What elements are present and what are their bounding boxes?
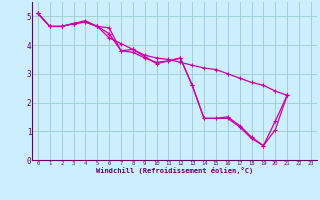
X-axis label: Windchill (Refroidissement éolien,°C): Windchill (Refroidissement éolien,°C) — [96, 167, 253, 174]
